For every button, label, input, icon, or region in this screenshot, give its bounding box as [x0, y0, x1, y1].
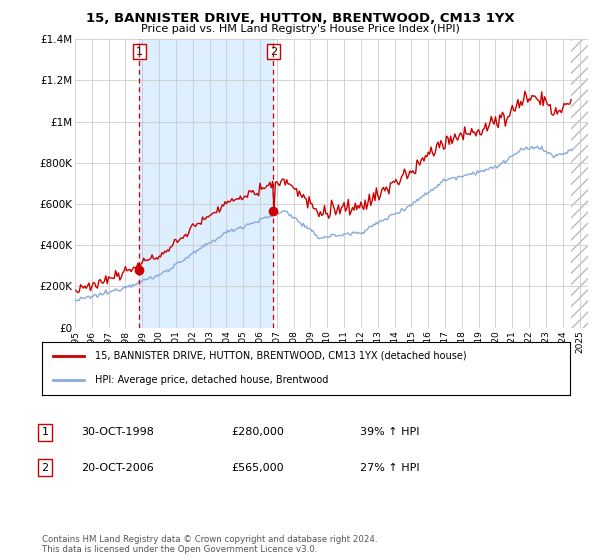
Bar	[571, 39, 588, 328]
Text: Contains HM Land Registry data © Crown copyright and database right 2024.
This d: Contains HM Land Registry data © Crown c…	[42, 535, 377, 554]
Text: £565,000: £565,000	[231, 463, 284, 473]
Bar	[139, 39, 274, 328]
Text: Price paid vs. HM Land Registry's House Price Index (HPI): Price paid vs. HM Land Registry's House …	[140, 24, 460, 34]
Text: 15, BANNISTER DRIVE, HUTTON, BRENTWOOD, CM13 1YX: 15, BANNISTER DRIVE, HUTTON, BRENTWOOD, …	[86, 12, 514, 25]
Text: £280,000: £280,000	[231, 427, 284, 437]
Text: 2: 2	[270, 46, 277, 57]
Text: 1: 1	[41, 427, 49, 437]
Text: 15, BANNISTER DRIVE, HUTTON, BRENTWOOD, CM13 1YX (detached house): 15, BANNISTER DRIVE, HUTTON, BRENTWOOD, …	[95, 351, 466, 361]
Text: 2: 2	[41, 463, 49, 473]
Text: 30-OCT-1998: 30-OCT-1998	[81, 427, 154, 437]
Text: 39% ↑ HPI: 39% ↑ HPI	[360, 427, 419, 437]
Bar	[571, 39, 588, 328]
Text: HPI: Average price, detached house, Brentwood: HPI: Average price, detached house, Bren…	[95, 375, 328, 385]
Text: 27% ↑ HPI: 27% ↑ HPI	[360, 463, 419, 473]
Text: 20-OCT-2006: 20-OCT-2006	[81, 463, 154, 473]
Text: 1: 1	[136, 46, 143, 57]
